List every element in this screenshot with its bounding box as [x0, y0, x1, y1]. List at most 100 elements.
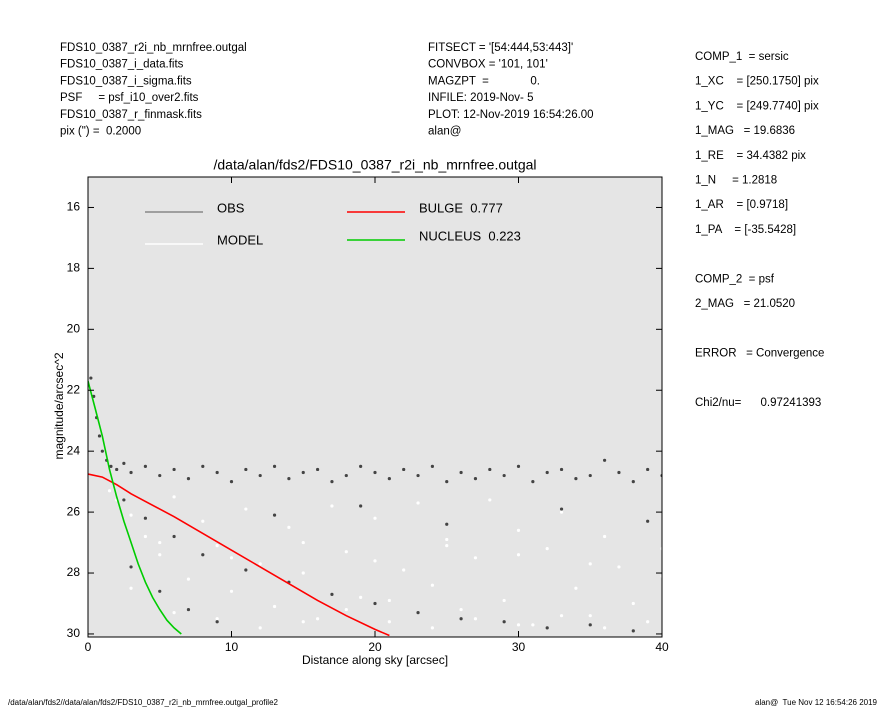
- data-point: [97, 434, 102, 438]
- y-tick-label: 22: [67, 382, 81, 396]
- header-right-line: 1_N = 1.2818: [695, 175, 777, 187]
- x-axis-label: Distance along sky [arcsec]: [302, 653, 448, 667]
- data-point: [330, 504, 334, 508]
- data-point: [574, 586, 578, 590]
- data-point: [516, 623, 521, 627]
- data-point: [330, 592, 334, 596]
- data-point: [617, 470, 621, 475]
- legend-label: NUCLEUS 0.223: [419, 228, 521, 243]
- data-point: [287, 476, 291, 481]
- data-point: [89, 376, 93, 380]
- data-point: [316, 467, 320, 472]
- y-tick-label: 28: [67, 565, 81, 579]
- data-point: [373, 559, 377, 563]
- data-point: [229, 589, 234, 593]
- data-point: [646, 620, 650, 624]
- data-point: [488, 498, 492, 502]
- data-point: [122, 461, 126, 465]
- legend-label: BULGE 0.777: [419, 200, 503, 215]
- data-point: [272, 513, 277, 517]
- data-point: [646, 519, 650, 523]
- header-left-line: FDS10_0387_i_sigma.fits: [60, 75, 192, 87]
- data-point: [201, 553, 205, 557]
- data-point: [359, 504, 363, 508]
- chart-title: /data/alan/fds2/FDS10_0387_r2i_nb_mrnfre…: [214, 157, 537, 173]
- y-tick-label: 18: [67, 261, 81, 275]
- data-point: [502, 473, 506, 478]
- data-point: [488, 467, 492, 472]
- footer-right: alan@ Tue Nov 12 16:54:26 2019: [755, 698, 878, 707]
- data-point: [359, 595, 363, 599]
- data-point: [588, 623, 592, 627]
- data-point: [445, 522, 449, 526]
- data-point: [244, 467, 248, 472]
- data-point: [272, 464, 277, 469]
- y-tick-label: 16: [67, 200, 81, 214]
- header-left-line: FDS10_0387_r_finmask.fits: [60, 109, 202, 121]
- y-tick-label: 20: [67, 321, 81, 335]
- data-point: [473, 617, 478, 621]
- data-point: [416, 611, 420, 615]
- data-point: [129, 565, 133, 569]
- data-point: [402, 568, 406, 572]
- data-point: [272, 604, 277, 609]
- data-point: [129, 586, 133, 590]
- data-point: [445, 537, 449, 542]
- data-point: [107, 489, 112, 493]
- data-point: [143, 534, 147, 539]
- data-point: [559, 510, 564, 514]
- y-tick-label: 30: [67, 626, 81, 640]
- data-point: [545, 626, 549, 630]
- data-point: [473, 476, 478, 481]
- data-point: [244, 507, 248, 511]
- data-point: [646, 467, 650, 472]
- data-point: [215, 617, 219, 621]
- header-right-line: 1_AR = [0.9718]: [695, 199, 788, 211]
- data-point: [416, 473, 420, 478]
- data-point: [473, 556, 478, 560]
- data-point: [301, 540, 305, 545]
- data-point: [373, 516, 377, 520]
- header-center-line: MAGZPT = 0.: [428, 75, 540, 87]
- header-right-line: 1_PA = [-35.5428]: [695, 224, 796, 236]
- data-point: [531, 623, 535, 627]
- header-right-line: COMP_2 = psf: [695, 273, 775, 285]
- data-point: [186, 607, 191, 612]
- header-right-line: 1_MAG = 19.6836: [695, 125, 795, 137]
- header-left-line: PSF = psf_i10_over2.fits: [60, 92, 199, 104]
- data-point: [445, 544, 449, 548]
- data-point: [459, 617, 463, 621]
- data-point: [559, 507, 564, 511]
- plot-background: [88, 177, 662, 637]
- data-point: [229, 556, 234, 560]
- data-point: [316, 617, 320, 621]
- header-left-line: pix (") = 0.2000: [60, 126, 141, 138]
- data-point: [172, 495, 176, 499]
- data-point: [603, 534, 607, 539]
- data-point: [545, 547, 549, 551]
- model-curve: [88, 473, 390, 637]
- x-tick-label: 20: [368, 640, 382, 654]
- data-point: [631, 601, 635, 606]
- data-point: [502, 598, 506, 603]
- data-point: [109, 464, 113, 469]
- data-point: [143, 464, 147, 469]
- header-left-line: FDS10_0387_i_data.fits: [60, 59, 184, 71]
- data-point: [229, 480, 234, 484]
- data-point: [122, 498, 126, 502]
- data-point: [129, 513, 133, 517]
- x-tick-label: 40: [655, 640, 669, 654]
- data-point: [172, 467, 176, 472]
- model-curve: [88, 380, 182, 635]
- data-point: [344, 473, 348, 478]
- data-point: [344, 550, 348, 554]
- header-center-line: CONVBOX = '101, 101': [428, 59, 548, 71]
- data-point: [373, 470, 377, 475]
- data-point: [373, 601, 377, 606]
- data-point: [258, 473, 262, 478]
- data-point: [631, 629, 635, 633]
- data-point: [588, 562, 592, 566]
- x-tick-label: 10: [225, 640, 239, 654]
- header-right-line: 2_MAG = 21.0520: [695, 298, 795, 310]
